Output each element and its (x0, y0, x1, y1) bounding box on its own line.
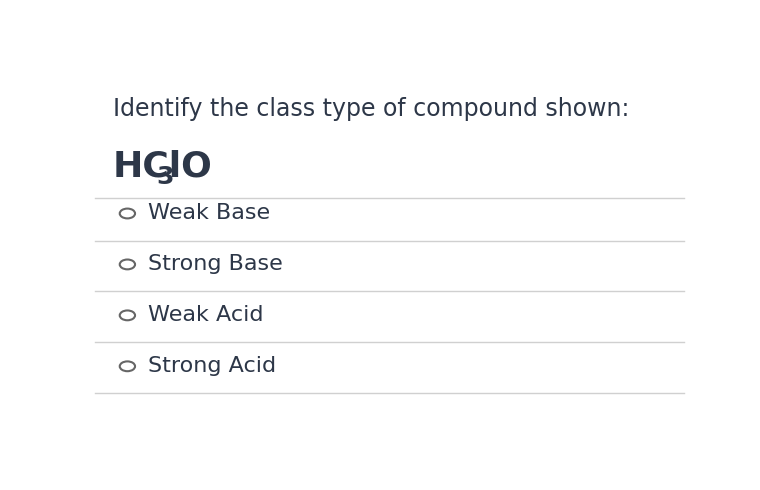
Text: 3: 3 (157, 165, 174, 189)
Text: Strong Base: Strong Base (148, 254, 283, 274)
Text: Strong Acid: Strong Acid (148, 356, 276, 376)
Text: HClO: HClO (112, 149, 213, 183)
Text: Weak Acid: Weak Acid (148, 305, 264, 325)
Text: Identify the class type of compound shown:: Identify the class type of compound show… (112, 97, 629, 121)
Text: Weak Base: Weak Base (148, 203, 270, 223)
